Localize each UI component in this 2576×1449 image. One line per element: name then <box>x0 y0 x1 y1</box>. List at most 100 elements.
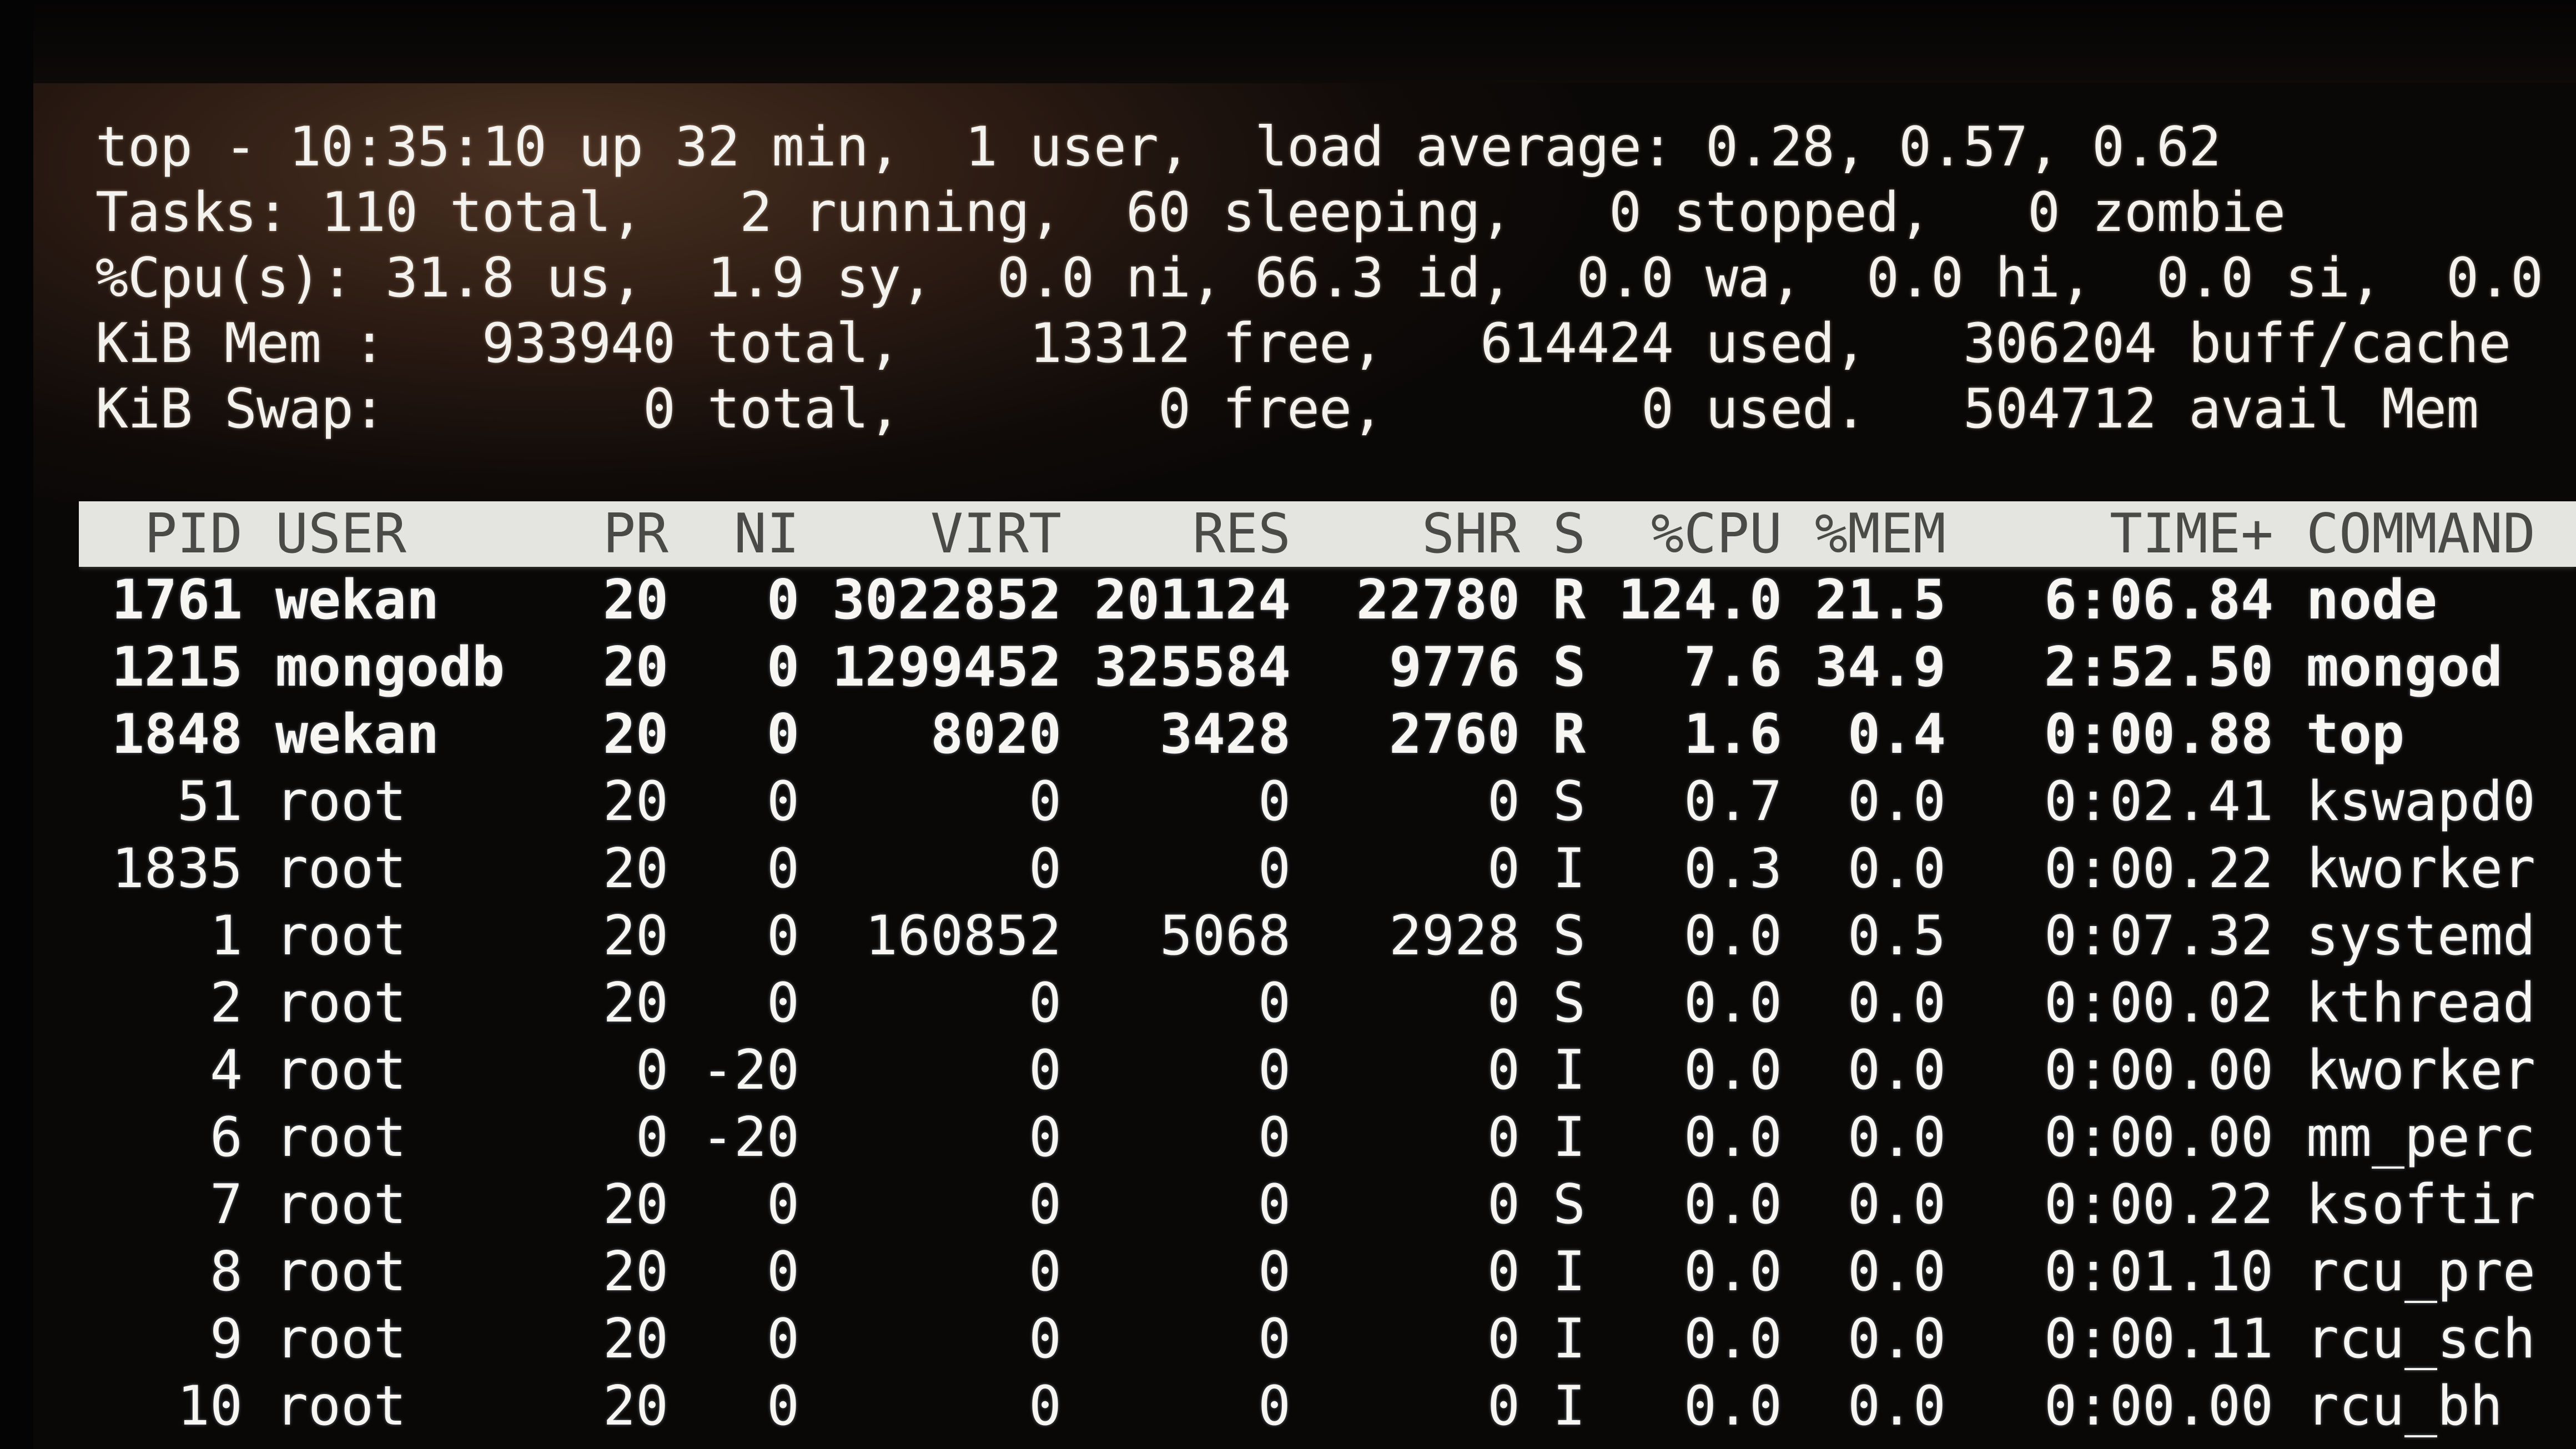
cell-cpu: 0.0 <box>1683 1240 1782 1304</box>
cell-cpu: 1.6 <box>1683 703 1782 766</box>
process-row: 1835 root 20 0 0 0 0 I 0.3 0.0 0:00.22 kworker <box>79 836 2576 903</box>
cell-shr: 0 <box>1487 837 1520 900</box>
monitor-bezel-left <box>0 0 33 1449</box>
header-pr: PR <box>602 502 668 566</box>
process-row: 1761 wekan 20 0 3022852 201124 22780 R 124.0 21.… <box>79 567 2576 634</box>
cell-user: root <box>275 837 407 900</box>
cell-mem: 0.0 <box>1847 770 1946 833</box>
cell-virt: 0 <box>1028 837 1061 900</box>
process-row: 2 root 20 0 0 0 0 S 0.0 0.0 0:00.02 kthread <box>79 970 2576 1037</box>
cell-pid: 6 <box>209 1106 243 1169</box>
cell-pr: 20 <box>602 770 668 833</box>
cell-pr: 20 <box>602 837 668 900</box>
column-gap <box>2273 836 2306 903</box>
cell-res: 0 <box>1257 770 1291 833</box>
cell-shr: 2928 <box>1388 904 1520 968</box>
cell-pid: 1 <box>209 904 243 968</box>
process-row: 51 root 20 0 0 0 0 S 0.7 0.0 0:02.41 kswapd0 <box>79 768 2576 836</box>
cell-command: kthread <box>2306 972 2536 1035</box>
cell-res: 5068 <box>1159 904 1291 968</box>
column-gap <box>243 836 275 903</box>
cell-mem: 0.0 <box>1847 1240 1946 1304</box>
column-gap <box>2273 567 2306 634</box>
column-gap <box>2273 701 2306 768</box>
cell-command: top <box>2306 703 2405 766</box>
cell-ni: -20 <box>701 1039 799 1102</box>
cell-user: root <box>275 1307 407 1371</box>
header-state: S <box>1552 502 1586 566</box>
cell-pid: 4 <box>209 1039 243 1102</box>
process-row: 6 root 0 -20 0 0 0 I 0.0 0.0 0:00.00 mm_perc <box>79 1104 2576 1171</box>
column-gap <box>243 1171 275 1239</box>
cell-shr: 0 <box>1487 1375 1520 1438</box>
header-time: TIME+ <box>2109 502 2273 566</box>
cell-command: kworker <box>2306 1039 2536 1102</box>
cell-ni: -20 <box>701 1106 799 1169</box>
cell-pid: 7 <box>209 1173 243 1236</box>
cell-command: rcu_sch <box>2306 1307 2536 1371</box>
cell-state: I <box>1552 1307 1586 1371</box>
column-gap <box>243 903 275 970</box>
cell-virt: 8020 <box>930 703 1061 766</box>
column-gap <box>2273 1171 2306 1239</box>
header-virt: VIRT <box>930 502 1061 566</box>
cell-ni: 0 <box>766 837 799 900</box>
cell-state: R <box>1552 703 1586 766</box>
cell-mem: 0.0 <box>1847 972 1946 1035</box>
header-res: RES <box>1192 502 1291 566</box>
cell-command: mm_perc <box>2306 1106 2536 1169</box>
cell-virt: 0 <box>1028 1039 1061 1102</box>
cell-pid: 2 <box>209 972 243 1035</box>
cell-time: 0:00.00 <box>2044 1375 2273 1438</box>
header-shr: SHR <box>1421 502 1520 566</box>
column-gap <box>2273 501 2306 567</box>
cell-cpu: 0.0 <box>1683 972 1782 1035</box>
cell-user: wekan <box>275 703 440 766</box>
cell-cpu: 0.0 <box>1683 1173 1782 1236</box>
cell-user: root <box>275 770 407 833</box>
header-user: USER <box>275 502 407 566</box>
cell-virt: 160852 <box>864 904 1061 968</box>
top-summary: top - 10:35:10 up 32 min, 1 user, load a… <box>95 114 2576 447</box>
cell-pr: 20 <box>602 1375 668 1438</box>
process-row: 1848 wekan 20 0 8020 3428 2760 R 1.6 0.4 0:00.88 … <box>79 701 2576 768</box>
header-mem: %MEM <box>1814 502 1946 566</box>
cell-time: 0:02.41 <box>2044 770 2273 833</box>
cell-res: 0 <box>1257 1375 1291 1438</box>
column-gap <box>243 1037 275 1104</box>
column-gap <box>2273 1104 2306 1171</box>
cell-command: mongod <box>2306 636 2503 699</box>
cell-shr: 2760 <box>1388 703 1520 766</box>
cell-user: root <box>275 1173 407 1236</box>
process-row: 9 root 20 0 0 0 0 I 0.0 0.0 0:00.11 rcu_sch <box>79 1306 2576 1373</box>
cell-shr: 0 <box>1487 972 1520 1035</box>
process-row: 8 root 20 0 0 0 0 I 0.0 0.0 0:01.10 rcu_pre <box>79 1239 2576 1306</box>
cell-pr: 20 <box>602 1240 668 1304</box>
monitor-bezel <box>0 0 2576 83</box>
cell-state: I <box>1552 1240 1586 1304</box>
cell-virt: 3022852 <box>832 568 1061 632</box>
cell-shr: 0 <box>1487 1039 1520 1102</box>
column-gap <box>243 1239 275 1306</box>
cell-pid: 9 <box>209 1307 243 1371</box>
cell-mem: 0.0 <box>1847 837 1946 900</box>
cell-time: 0:00.02 <box>2044 972 2273 1035</box>
cell-user: root <box>275 1039 407 1102</box>
cell-shr: 0 <box>1487 770 1520 833</box>
cell-mem: 0.0 <box>1847 1106 1946 1169</box>
cell-pr: 20 <box>602 1307 668 1371</box>
process-row: 7 root 20 0 0 0 0 S 0.0 0.0 0:00.22 ksoftir <box>79 1171 2576 1239</box>
cell-pr: 20 <box>602 972 668 1035</box>
column-gap <box>2273 903 2306 970</box>
cell-state: I <box>1552 1375 1586 1438</box>
cell-time: 6:06.84 <box>2044 568 2273 632</box>
cell-res: 201124 <box>1094 568 1291 632</box>
cell-pid: 1761 <box>111 568 243 632</box>
cell-pr: 20 <box>602 568 668 632</box>
cell-res: 0 <box>1257 1173 1291 1236</box>
cell-command: kworker <box>2306 837 2536 900</box>
cell-time: 2:52.50 <box>2044 636 2273 699</box>
cell-pid: 51 <box>177 770 243 833</box>
column-gap <box>2273 1239 2306 1306</box>
column-gap <box>243 567 275 634</box>
